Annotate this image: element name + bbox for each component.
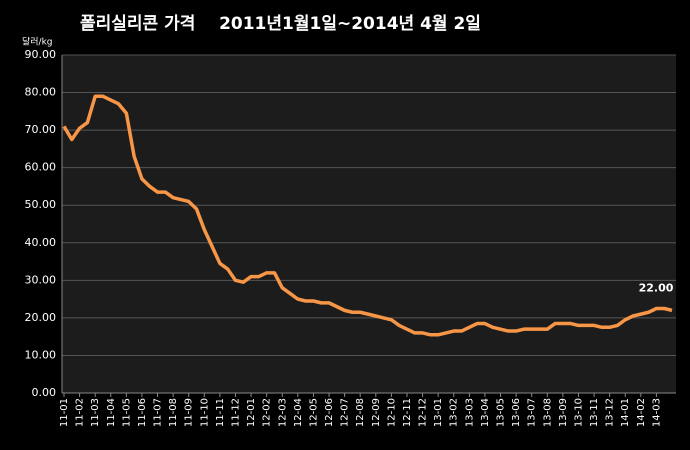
x-tick-label: 12-07	[340, 398, 351, 427]
x-tick-label: 14-03	[651, 398, 662, 427]
x-tick-label: 14-01	[620, 398, 631, 427]
x-tick-label: 11-09	[184, 398, 195, 427]
x-tick-label: 11-04	[106, 398, 117, 427]
y-tick-label: 70.00	[25, 123, 57, 136]
x-tick-label: 11-10	[199, 398, 210, 427]
y-tick-label: 20.00	[25, 311, 57, 324]
price-line	[62, 94, 673, 337]
x-tick-label: 11-11	[215, 398, 226, 427]
x-tick-label: 12-10	[386, 398, 397, 427]
x-tick-label: 12-01	[246, 398, 257, 427]
x-tick-label: 12-06	[324, 398, 335, 427]
plot-area	[62, 55, 676, 393]
y-tick-label: 0.00	[32, 386, 57, 399]
x-tick-label: 13-10	[573, 398, 584, 427]
y-tick-label: 60.00	[25, 161, 57, 174]
y-tick-label: 50.00	[25, 198, 57, 211]
x-tick-label: 13-09	[558, 398, 569, 427]
x-tick-label: 14-02	[636, 398, 647, 427]
y-tick-label: 90.00	[25, 48, 57, 61]
data-label: 22.00	[639, 281, 674, 294]
y-tick-label: 80.00	[25, 86, 57, 99]
x-tick-label: 11-06	[137, 398, 148, 427]
y-tick-label: 30.00	[25, 273, 57, 286]
x-tick-label: 12-03	[277, 398, 288, 427]
x-tick-label: 13-07	[527, 398, 538, 427]
x-tick-label: 12-08	[355, 398, 366, 427]
x-tick-label: 11-08	[168, 398, 179, 427]
y-tick-label: 40.00	[25, 236, 57, 249]
y-axis-label: 달러/kg	[22, 36, 53, 48]
x-tick-label: 12-05	[308, 398, 319, 427]
x-tick-label: 13-06	[511, 398, 522, 427]
x-tick-label: 11-07	[153, 398, 164, 427]
x-tick-label: 13-01	[433, 398, 444, 427]
x-tick-label: 11-05	[121, 398, 132, 427]
x-tick-label: 11-12	[230, 398, 241, 427]
x-tick-label: 13-02	[449, 398, 460, 427]
x-tick-label: 12-09	[371, 398, 382, 427]
x-tick-label: 11-01	[59, 398, 70, 427]
y-tick-label: 10.00	[25, 348, 57, 361]
x-tick-label: 11-03	[90, 398, 101, 427]
x-tick-label: 12-04	[293, 398, 304, 427]
x-tick-label: 13-08	[542, 398, 553, 427]
x-tick-label: 13-11	[589, 398, 600, 427]
x-tick-label: 13-12	[605, 398, 616, 427]
x-tick-label: 13-04	[480, 398, 491, 427]
x-tick-label: 13-03	[464, 398, 475, 427]
x-tick-label: 13-05	[496, 398, 507, 427]
x-tick-label: 12-12	[418, 398, 429, 427]
x-tick-label: 12-02	[262, 398, 273, 427]
x-tick-label: 12-11	[402, 398, 413, 427]
x-tick-label: 11-02	[75, 398, 86, 427]
chart-title: 폴리실리콘 가격 2011년1월1일~2014년 4월 2일	[80, 14, 481, 34]
